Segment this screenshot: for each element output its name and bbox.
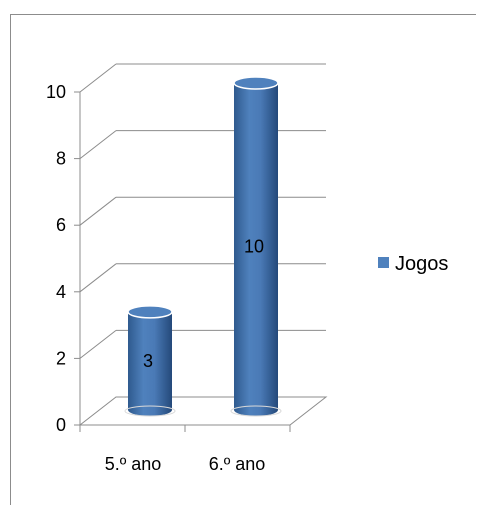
bar-body	[128, 311, 172, 416]
legend: Jogos	[378, 253, 448, 275]
axes	[74, 91, 328, 432]
data-label: 3	[143, 351, 153, 371]
data-labels: 3 10	[143, 237, 264, 371]
category-labels: 5.º ano 6.º ano	[105, 454, 266, 474]
y-tick-label: 4	[56, 282, 66, 302]
data-label: 10	[244, 237, 264, 257]
bar-body	[234, 83, 278, 416]
y-tick-label: 6	[56, 215, 66, 235]
gridline-depth	[79, 63, 117, 93]
category-label: 6.º ano	[209, 454, 266, 474]
legend-swatch	[378, 257, 389, 268]
bar-shadow	[230, 405, 282, 417]
bar-top	[233, 76, 279, 90]
y-tick-label: 2	[56, 348, 66, 368]
y-tick-label: 10	[46, 82, 66, 102]
y-tick-label: 0	[56, 415, 66, 435]
floor-plane	[78, 396, 328, 426]
gridlines	[79, 63, 326, 359]
bar-top	[127, 305, 173, 319]
bar-shadow	[124, 405, 176, 417]
gridline-depth	[79, 330, 117, 359]
category-label: 5.º ano	[105, 454, 162, 474]
bar	[124, 305, 176, 417]
legend-label: Jogos	[395, 253, 448, 275]
chart-frame	[10, 14, 476, 505]
gridline-depth	[79, 130, 117, 159]
gridline-depth	[79, 196, 117, 226]
y-tick-labels: 0 2 4 6 8 10	[46, 82, 66, 435]
bars	[124, 76, 282, 417]
gridline-depth	[79, 263, 117, 293]
bar	[230, 76, 282, 417]
y-tick-label: 8	[56, 149, 66, 169]
